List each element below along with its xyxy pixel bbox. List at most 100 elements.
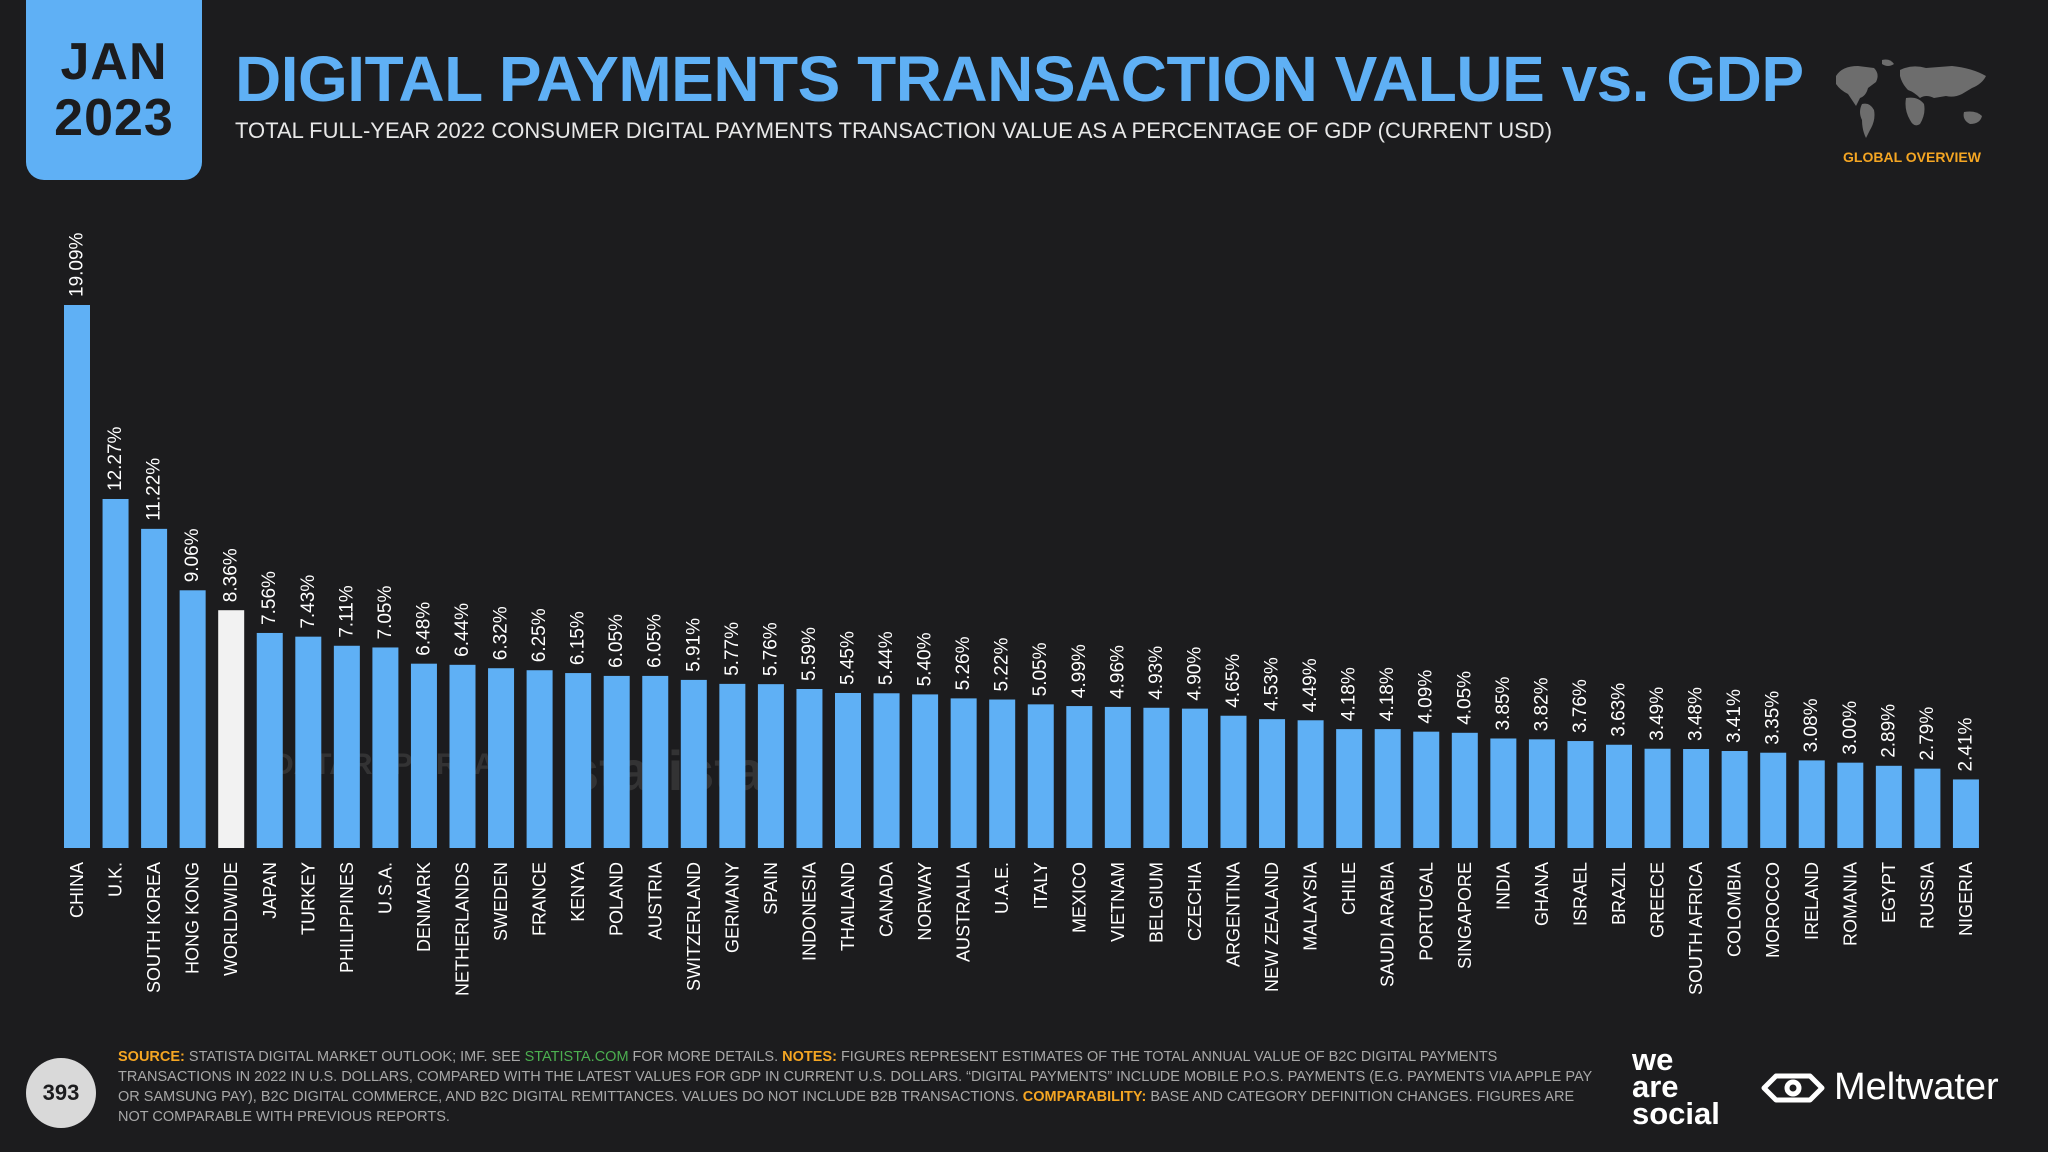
bar-japan bbox=[256, 632, 283, 848]
value-label: 5.40% bbox=[915, 632, 936, 686]
bar-thailand bbox=[835, 692, 861, 848]
value-label: 2.79% bbox=[1917, 707, 1938, 761]
value-label: 3.76% bbox=[1570, 679, 1591, 733]
category-label: GREECE bbox=[1648, 862, 1668, 938]
bar-philippines bbox=[333, 645, 360, 848]
category-label: ARGENTINA bbox=[1224, 862, 1244, 967]
meltwater-wordmark: Meltwater bbox=[1834, 1066, 1999, 1108]
bar-denmark bbox=[410, 663, 437, 848]
bar-morocco bbox=[1760, 752, 1787, 848]
category-label: KENYA bbox=[568, 862, 588, 922]
category-label: INDONESIA bbox=[799, 862, 819, 961]
bar-vietnam bbox=[1104, 706, 1131, 848]
brand-line: are bbox=[1632, 1069, 1679, 1104]
category-label: CHINA bbox=[67, 862, 87, 918]
value-label: 4.49% bbox=[1300, 658, 1321, 712]
date-year: 2023 bbox=[54, 89, 174, 147]
page-title: DIGITAL PAYMENTS TRANSACTION VALUE vs. G… bbox=[235, 43, 1804, 115]
category-label: NEW ZEALAND bbox=[1262, 862, 1282, 992]
bar-israel bbox=[1567, 741, 1594, 848]
value-label: 4.96% bbox=[1107, 645, 1128, 699]
category-label: TURKEY bbox=[298, 862, 318, 935]
bar-russia bbox=[1914, 768, 1941, 848]
value-label: 6.15% bbox=[568, 611, 589, 665]
category-label: AUSTRIA bbox=[645, 862, 665, 940]
value-label: 19.09% bbox=[67, 232, 88, 297]
comparability-text: BASE AND CATEGORY DEFINITION CHANGES. FI… bbox=[118, 1089, 1575, 1125]
value-label: 4.53% bbox=[1262, 657, 1283, 711]
value-label: 7.56% bbox=[259, 571, 280, 625]
bar-u-a-e bbox=[989, 699, 1016, 848]
category-label: CHILE bbox=[1339, 862, 1359, 915]
value-label: 9.06% bbox=[182, 528, 203, 582]
category-label: U.S.A. bbox=[375, 862, 395, 914]
bar-greece bbox=[1644, 748, 1671, 848]
category-label: CANADA bbox=[877, 862, 897, 937]
value-label: 4.18% bbox=[1339, 667, 1360, 721]
bar-new-zealand bbox=[1259, 719, 1286, 848]
value-label: 5.26% bbox=[953, 636, 974, 690]
source-text: STATISTA DIGITAL MARKET OUTLOOK; IMF. SE… bbox=[184, 1049, 525, 1065]
bar-egypt bbox=[1875, 765, 1902, 848]
bar-portugal bbox=[1413, 731, 1440, 848]
category-label: SWITZERLAND bbox=[684, 862, 704, 991]
value-label: 3.08% bbox=[1801, 698, 1822, 752]
category-label: MALAYSIA bbox=[1301, 862, 1321, 951]
value-label: 3.63% bbox=[1609, 683, 1630, 737]
bar-chile bbox=[1336, 729, 1363, 848]
value-label: 3.41% bbox=[1724, 689, 1745, 743]
category-label: MOROCCO bbox=[1763, 862, 1783, 958]
category-label: POLAND bbox=[607, 862, 627, 936]
bar-italy bbox=[1027, 704, 1054, 848]
category-label: NORWAY bbox=[915, 862, 935, 941]
category-label: BELGIUM bbox=[1146, 862, 1166, 943]
category-label: SPAIN bbox=[761, 862, 781, 915]
page-subtitle: TOTAL FULL-YEAR 2022 CONSUMER DIGITAL PA… bbox=[235, 118, 1553, 143]
category-label: CZECHIA bbox=[1185, 862, 1205, 941]
value-label: 6.05% bbox=[645, 614, 666, 668]
bar-saudi-arabia bbox=[1374, 729, 1401, 848]
notes-label: NOTES: bbox=[782, 1049, 837, 1065]
date-badge: JAN 2023 bbox=[26, 0, 202, 180]
bar-poland bbox=[603, 675, 630, 848]
value-label: 3.00% bbox=[1840, 701, 1861, 755]
category-label: PORTUGAL bbox=[1416, 862, 1436, 961]
bar-colombia bbox=[1721, 751, 1748, 848]
category-label: SWEDEN bbox=[491, 862, 511, 941]
value-label: 4.65% bbox=[1223, 654, 1244, 708]
bar-norway bbox=[912, 694, 939, 848]
value-label: 8.36% bbox=[221, 548, 242, 602]
value-label: 3.49% bbox=[1647, 687, 1668, 741]
category-label: ISRAEL bbox=[1570, 862, 1590, 926]
bar-romania bbox=[1837, 762, 1864, 848]
brand-line: we bbox=[1632, 1042, 1674, 1077]
value-label: 4.05% bbox=[1454, 671, 1475, 725]
bar-south-korea bbox=[141, 528, 168, 848]
value-label: 11.22% bbox=[144, 458, 165, 521]
category-label: SINGAPORE bbox=[1455, 862, 1475, 969]
category-label: THAILAND bbox=[838, 862, 858, 951]
bar-germany bbox=[719, 683, 746, 848]
date-month: JAN bbox=[60, 33, 168, 91]
bar-ireland bbox=[1798, 760, 1825, 848]
category-label: RUSSIA bbox=[1917, 862, 1937, 929]
value-label: 3.85% bbox=[1493, 677, 1514, 731]
bar-china bbox=[64, 305, 90, 848]
category-label: DENMARK bbox=[414, 862, 434, 952]
bar-switzerland bbox=[680, 679, 707, 848]
we-are-social-logo: we are social bbox=[1632, 1042, 1742, 1129]
value-label: 6.32% bbox=[491, 606, 512, 660]
bar-mexico bbox=[1066, 706, 1093, 848]
value-label: 12.27% bbox=[105, 426, 126, 491]
bar-canada bbox=[873, 693, 900, 848]
value-label: 5.76% bbox=[760, 622, 781, 676]
bar-austria bbox=[642, 675, 669, 848]
source-link[interactable]: STATISTA.COM bbox=[524, 1049, 629, 1065]
category-label: IRELAND bbox=[1802, 862, 1822, 940]
value-label: 7.05% bbox=[375, 585, 396, 639]
value-label: 7.43% bbox=[298, 575, 319, 629]
bar-kenya bbox=[565, 673, 592, 848]
notes-text: FIGURES REPRESENT ESTIMATES OF THE TOTAL… bbox=[118, 1049, 1592, 1105]
value-label: 5.91% bbox=[683, 618, 704, 672]
bar-singapore bbox=[1451, 732, 1478, 848]
